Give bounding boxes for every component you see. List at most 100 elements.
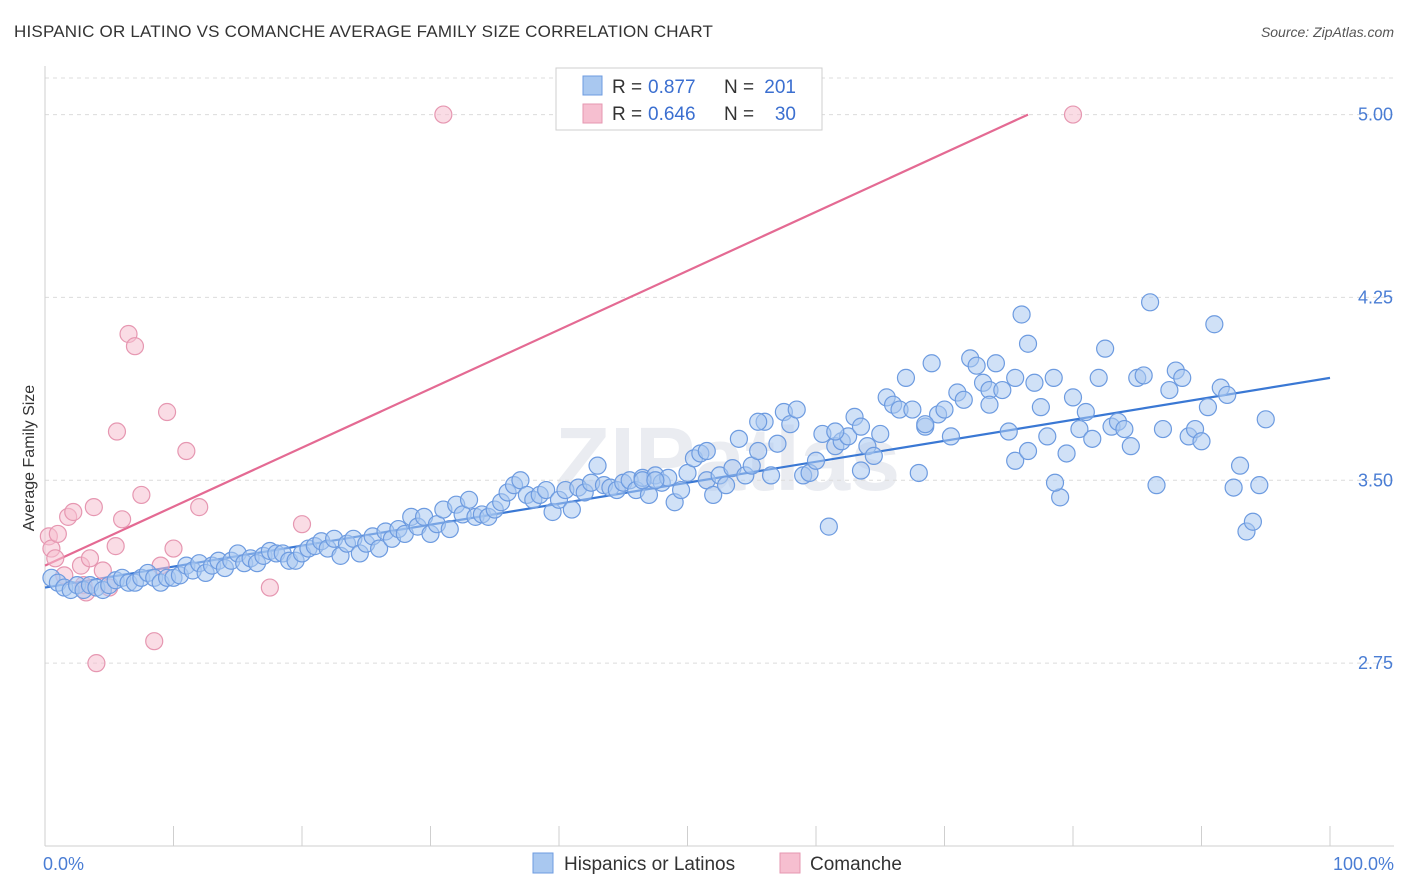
hispanic-point-159 <box>1063 388 1083 407</box>
y-tick-label-1: 3.50 <box>1358 470 1393 490</box>
hispanic-point-105 <box>716 476 736 495</box>
hispanic-point-155 <box>1038 427 1057 446</box>
hispanic-point-51 <box>370 539 389 558</box>
hispanic-point-162 <box>1083 429 1102 448</box>
hispanic-point-140 <box>941 427 961 446</box>
legend-n-label-1: N = <box>724 77 754 98</box>
hispanic-point-98 <box>671 480 691 500</box>
series-swatch-comanche <box>779 852 801 874</box>
comanche-point-17 <box>112 510 132 529</box>
hispanic-point-187 <box>1243 512 1263 531</box>
legend-r-value-2: 0.646 <box>648 104 696 125</box>
comanche-point-24 <box>164 539 183 558</box>
comanche-point-23 <box>157 402 177 422</box>
y-tick-label-3: 5.00 <box>1358 105 1393 125</box>
hispanic-point-191 <box>916 415 935 434</box>
hispanic-point-161 <box>1076 402 1095 422</box>
comanche-point-15 <box>106 537 125 556</box>
hispanic-point-192 <box>749 412 768 431</box>
legend-n-value-2: 30 <box>775 104 796 125</box>
hispanic-point-81 <box>562 500 581 519</box>
hispanic-point-179 <box>1192 432 1211 451</box>
hispanic-point-137 <box>922 354 941 373</box>
chart-title: HISPANIC OR LATINO VS COMANCHE AVERAGE F… <box>14 22 714 41</box>
comanche-point-26 <box>190 498 209 517</box>
hispanic-point-116 <box>787 400 806 419</box>
series-legend: Hispanics or Latinos Comanche <box>532 852 902 875</box>
y-tick-label-2: 4.25 <box>1358 287 1393 307</box>
hispanic-point-65 <box>459 490 479 509</box>
series-swatch-hispanics <box>532 852 554 874</box>
hispanic-point-163 <box>1089 368 1108 387</box>
y-axis-title: Average Family Size <box>21 385 38 532</box>
comanche-point-21 <box>145 632 164 651</box>
hispanic-point-148 <box>993 380 1012 400</box>
comanche-point-11 <box>84 498 103 517</box>
x-tick-labels: 0.0% 100.0% <box>43 854 1394 874</box>
series-label-hispanics: Hispanics or Latinos <box>564 854 735 875</box>
hispanic-point-154 <box>1031 398 1050 417</box>
hispanic-point-200 <box>1018 441 1038 461</box>
axes <box>44 66 1394 847</box>
hispanic-point-62 <box>440 519 459 539</box>
comanche-point-10 <box>80 549 100 568</box>
hispanic-point-153 <box>1025 373 1044 392</box>
comanche-point-30 <box>1063 105 1083 124</box>
hispanic-point-173 <box>1153 419 1173 439</box>
comanche-point-28 <box>292 515 312 534</box>
hispanic-point-150 <box>1006 451 1025 470</box>
comanche-point-29 <box>434 105 453 124</box>
correlation-legend: R = 0.877 N = 201 R = 0.646 N = 30 <box>555 67 823 131</box>
hispanic-point-176 <box>1173 368 1192 387</box>
hispanic-point-103 <box>704 485 723 505</box>
hispanic-point-147 <box>986 354 1006 373</box>
comanche-point-6 <box>64 502 83 522</box>
x-tick-label-1: 100.0% <box>1333 854 1394 874</box>
comanche-point-20 <box>132 485 151 505</box>
hispanic-point-144 <box>967 356 986 375</box>
comanche-point-27 <box>260 578 279 597</box>
chart-source: Source: ZipAtlas.com <box>1260 24 1394 40</box>
hispanic-point-126 <box>851 461 871 480</box>
hispanic-point-149 <box>999 422 1018 441</box>
hispanic-point-77 <box>537 480 556 500</box>
comanche-point-3 <box>48 524 67 544</box>
hispanic-point-107 <box>729 429 749 448</box>
hispanic-point-190 <box>1045 473 1065 492</box>
hispanic-point-121 <box>819 517 838 536</box>
hispanic-point-164 <box>1096 339 1115 358</box>
comanche-point-19 <box>125 337 145 356</box>
hispanic-point-85 <box>588 456 607 475</box>
hispanic-point-183 <box>1218 385 1237 405</box>
hispanic-point-119 <box>806 451 826 470</box>
hispanic-point-156 <box>1044 368 1063 387</box>
hispanic-point-135 <box>909 463 928 483</box>
legend-n-label-2: N = <box>724 104 754 125</box>
comanche-point-2 <box>46 549 65 568</box>
legend-r-value-1: 0.877 <box>648 77 696 98</box>
hispanic-point-198 <box>1006 368 1025 387</box>
hispanic-point-171 <box>1140 293 1160 312</box>
data-points <box>39 105 1275 673</box>
legend-swatch-blue <box>582 75 603 96</box>
hispanic-point-174 <box>1160 380 1179 400</box>
hispanic-point-188 <box>1250 476 1269 495</box>
hispanic-point-158 <box>1057 444 1076 463</box>
hispanic-point-184 <box>1224 478 1243 497</box>
legend-swatch-pink <box>582 103 603 124</box>
hispanic-point-199 <box>980 395 999 414</box>
comanche-point-16 <box>107 422 127 441</box>
hispanic-point-160 <box>1070 419 1089 439</box>
hispanic-point-113 <box>768 434 787 453</box>
hispanic-point-194 <box>851 417 871 436</box>
legend-r-label-1: R = <box>612 77 642 98</box>
hispanic-point-167 <box>1115 419 1134 439</box>
comanche-point-12 <box>87 654 106 673</box>
hispanic-point-110 <box>749 441 768 461</box>
y-tick-label-0: 2.75 <box>1358 653 1393 673</box>
hispanic-point-142 <box>954 390 973 409</box>
x-tick-label-0: 0.0% <box>43 854 84 874</box>
hispanic-point-134 <box>903 400 922 419</box>
legend-r-label-2: R = <box>612 104 642 125</box>
